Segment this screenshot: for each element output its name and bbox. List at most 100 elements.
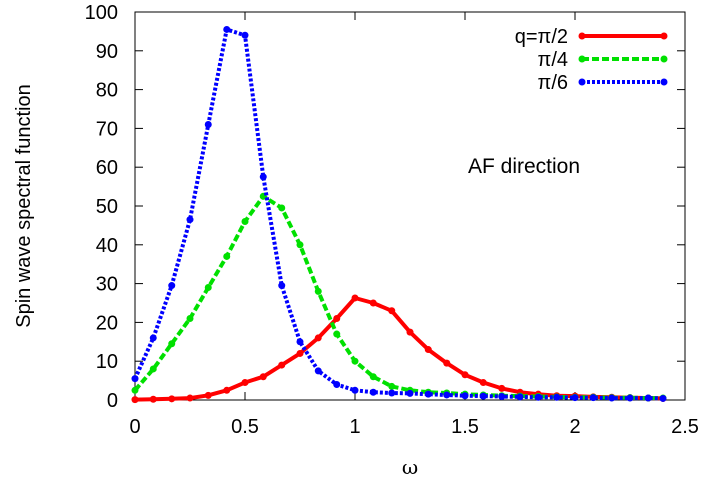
data-point xyxy=(278,282,286,290)
data-point xyxy=(296,338,304,346)
data-point xyxy=(241,218,249,226)
y-tick-label: 60 xyxy=(96,157,118,179)
data-point xyxy=(659,394,667,402)
data-point xyxy=(626,394,634,402)
data-point xyxy=(333,380,341,388)
y-tick-label: 90 xyxy=(96,41,118,63)
data-point xyxy=(388,389,396,397)
x-axis-label: ω xyxy=(402,455,418,479)
data-point xyxy=(204,391,212,399)
data-point xyxy=(516,393,524,401)
data-point xyxy=(351,294,359,302)
y-tick-label: 50 xyxy=(96,196,118,218)
data-point xyxy=(204,283,212,291)
data-point xyxy=(424,390,432,398)
legend-marker xyxy=(578,32,586,40)
data-point xyxy=(351,386,359,394)
legend-label: π/6 xyxy=(538,72,568,94)
data-point xyxy=(149,365,157,373)
data-point xyxy=(479,392,487,400)
data-point xyxy=(498,384,506,392)
data-point xyxy=(149,395,157,403)
legend-marker xyxy=(578,55,586,63)
data-point xyxy=(131,396,139,404)
series-0 xyxy=(131,294,667,404)
data-point xyxy=(388,307,396,315)
legend-marker xyxy=(660,55,668,63)
data-point xyxy=(278,361,286,369)
data-point xyxy=(369,388,377,396)
series-line xyxy=(133,194,663,401)
data-point xyxy=(571,394,579,402)
legend-label: q=π/2 xyxy=(515,26,568,48)
data-point xyxy=(168,395,176,403)
y-tick-label: 70 xyxy=(96,118,118,140)
data-point xyxy=(241,31,249,39)
data-point xyxy=(461,371,469,379)
y-axis-label: Spin wave spectral function xyxy=(13,84,35,327)
data-point xyxy=(443,359,451,367)
data-point xyxy=(168,282,176,290)
data-point xyxy=(223,252,231,260)
data-point xyxy=(223,386,231,394)
y-tick-label: 30 xyxy=(96,274,118,296)
data-point xyxy=(498,393,506,401)
legend-marker xyxy=(660,78,668,86)
data-point xyxy=(131,375,139,383)
data-point xyxy=(223,25,231,33)
data-point xyxy=(278,204,286,212)
data-point xyxy=(479,379,487,387)
series-line xyxy=(133,27,664,401)
data-point xyxy=(333,330,341,338)
data-point xyxy=(589,394,597,402)
x-tick-label: 0.5 xyxy=(231,416,259,438)
data-point xyxy=(314,287,322,295)
data-point xyxy=(534,393,542,401)
data-point xyxy=(259,173,267,181)
x-tick-label: 0 xyxy=(129,416,140,438)
data-point xyxy=(314,367,322,375)
data-point xyxy=(424,346,432,354)
data-point xyxy=(186,216,194,224)
axis-ticks: 0 0.5 1 1.5 2 2.5 0 10 20 30 40 50 60 70 80 90 100 xyxy=(85,2,699,438)
series-layer xyxy=(131,25,667,404)
data-point xyxy=(369,299,377,307)
data-point xyxy=(333,315,341,323)
y-tick-label: 40 xyxy=(96,235,118,257)
data-point xyxy=(443,391,451,399)
x-tick-label: 1.5 xyxy=(451,416,479,438)
data-point xyxy=(461,392,469,400)
series-line xyxy=(134,296,664,402)
legend-marker xyxy=(660,32,668,40)
y-tick-label: 10 xyxy=(96,351,118,373)
data-point xyxy=(406,328,414,336)
data-point xyxy=(608,394,616,402)
data-point xyxy=(351,357,359,365)
series-1 xyxy=(131,192,667,402)
data-point xyxy=(186,394,194,402)
data-point xyxy=(259,373,267,381)
data-point xyxy=(314,334,322,342)
legend-label: π/4 xyxy=(538,49,568,71)
data-point xyxy=(406,389,414,397)
legend: q=π/2π/4π/6 xyxy=(515,26,668,94)
data-point xyxy=(149,334,157,342)
x-tick-label: 1 xyxy=(349,416,360,438)
x-tick-label: 2.5 xyxy=(671,416,699,438)
y-tick-label: 20 xyxy=(96,312,118,334)
data-point xyxy=(644,394,652,402)
data-point xyxy=(186,315,194,323)
data-point xyxy=(204,121,212,129)
data-point xyxy=(131,386,139,394)
data-point xyxy=(369,373,377,381)
data-point xyxy=(296,349,304,357)
data-point xyxy=(296,241,304,249)
y-tick-label: 80 xyxy=(96,80,118,102)
y-tick-label: 100 xyxy=(85,2,118,24)
annotation-af-direction: AF direction xyxy=(468,155,580,178)
data-point xyxy=(553,393,561,401)
data-point xyxy=(241,379,249,387)
series-2 xyxy=(131,25,667,402)
data-point xyxy=(168,340,176,348)
